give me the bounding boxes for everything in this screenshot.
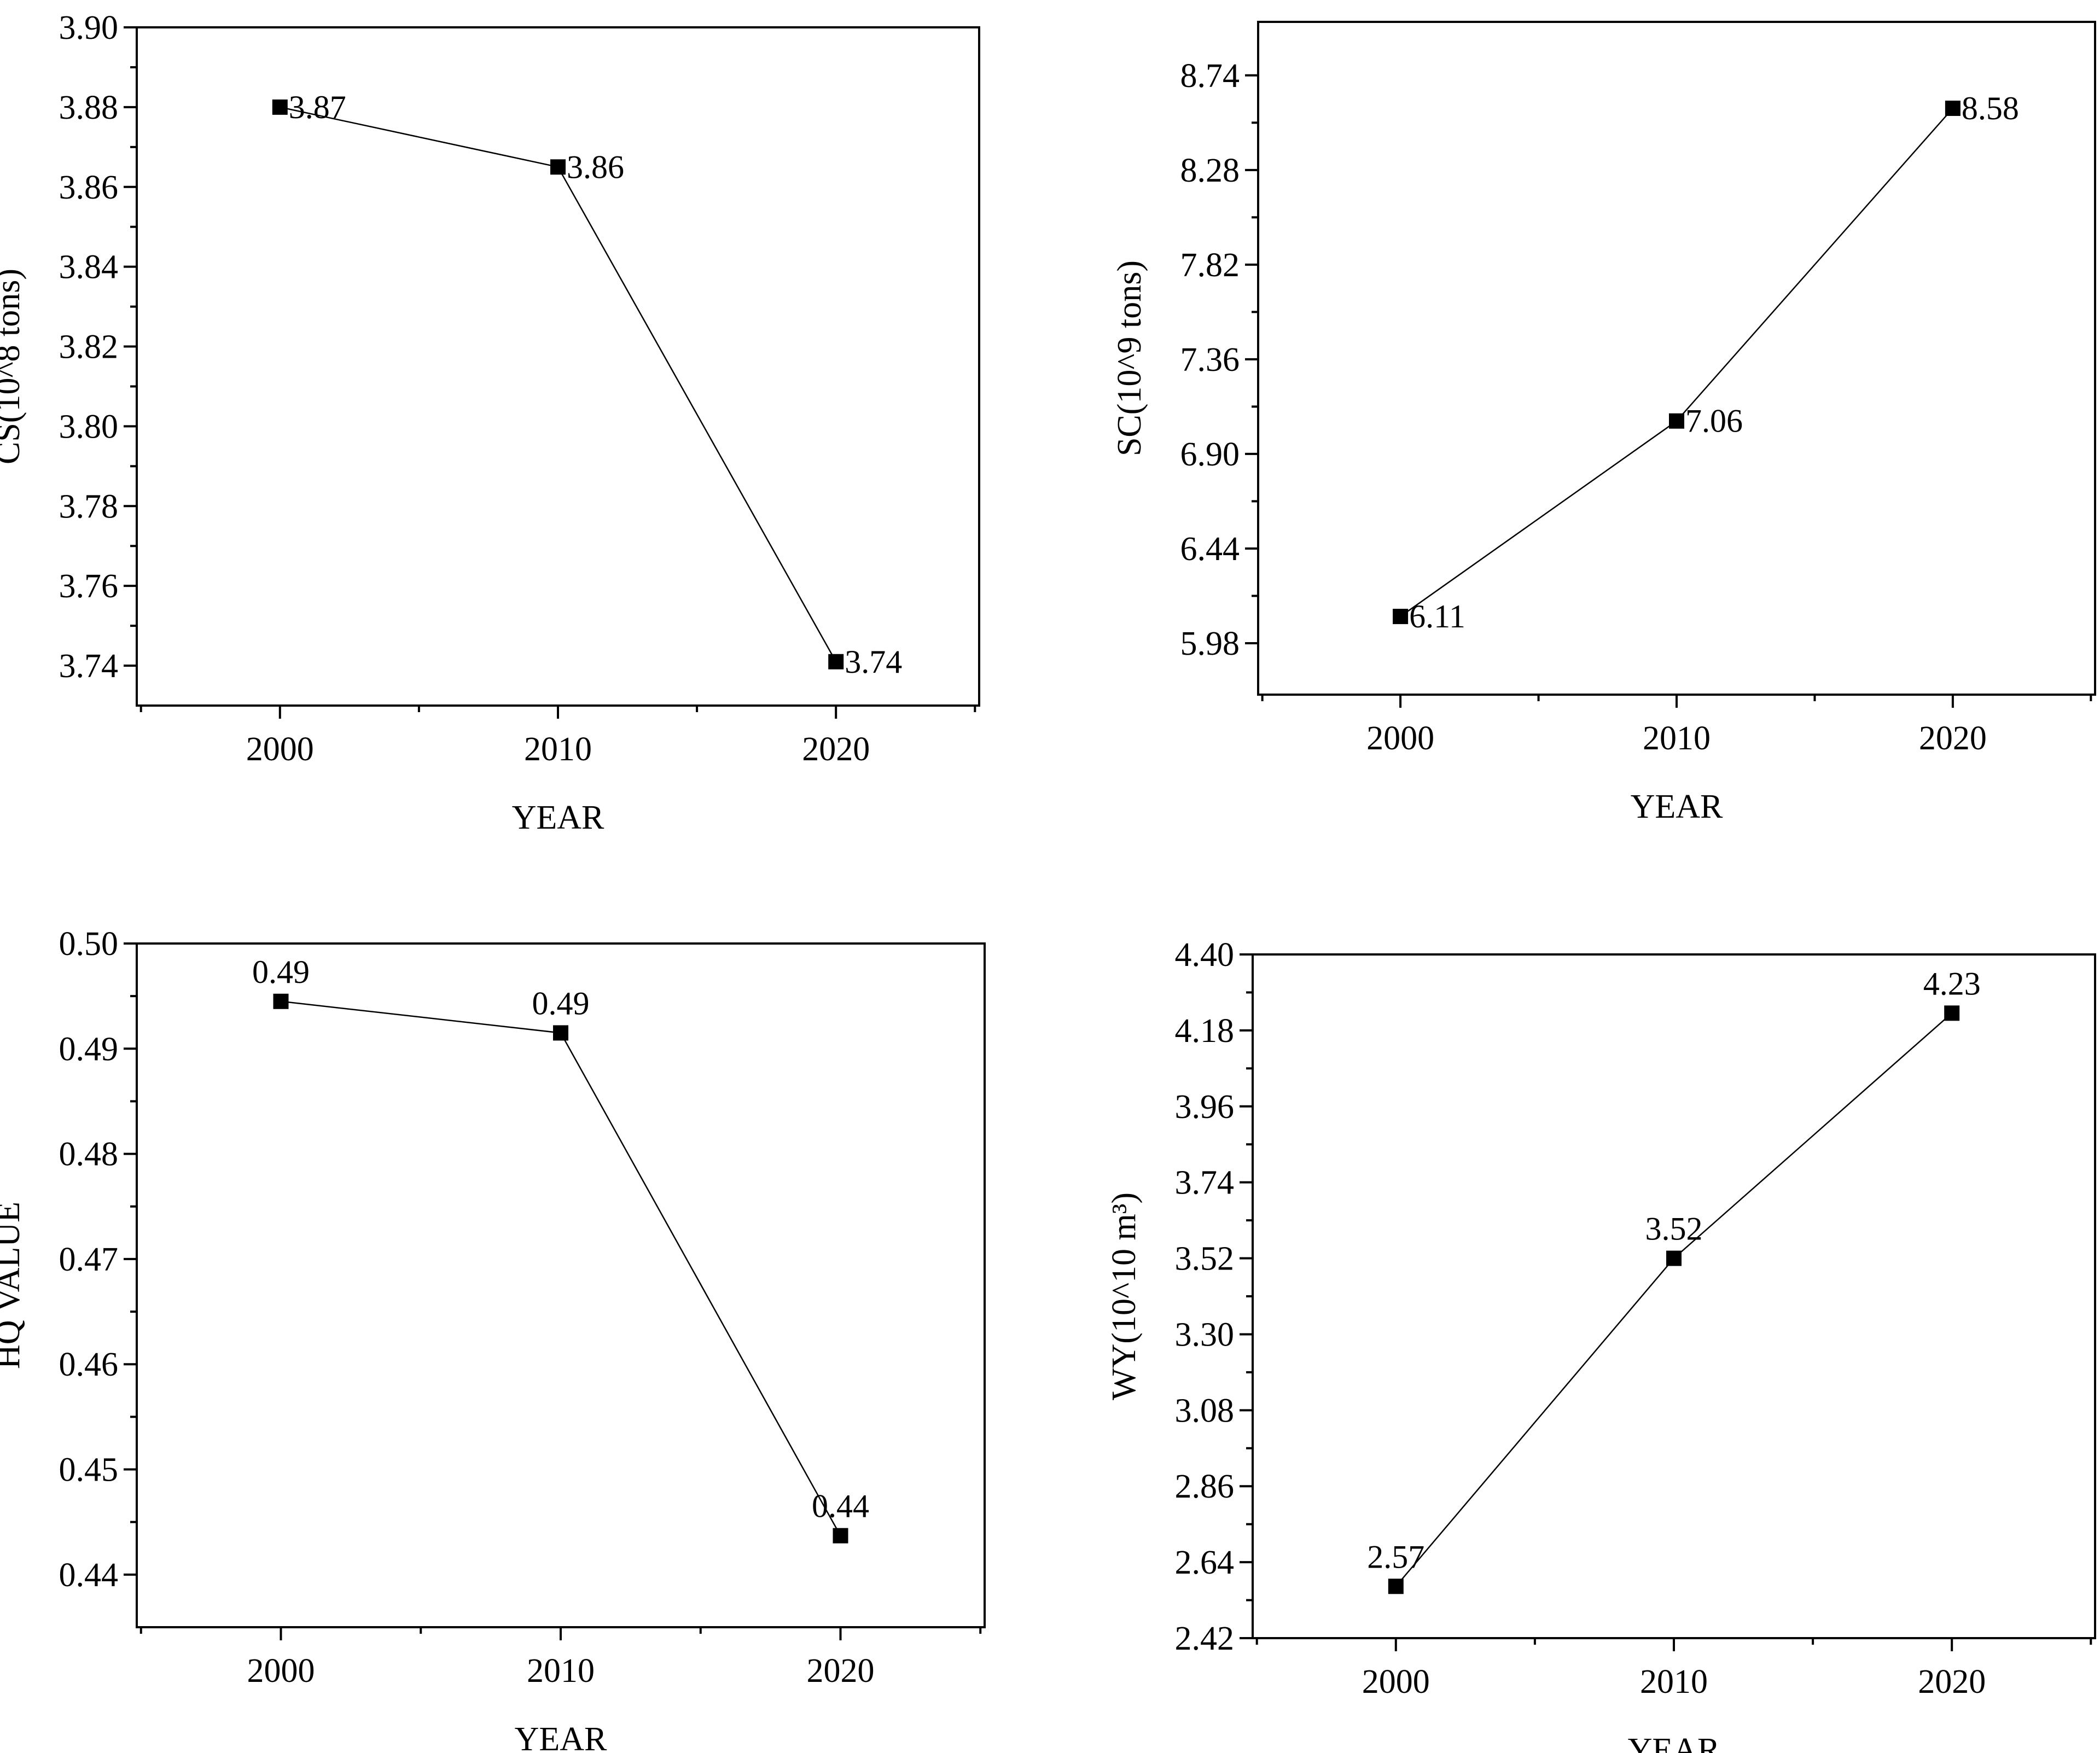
x-axis-title: YEAR xyxy=(1631,788,1723,825)
data-point-marker xyxy=(273,993,289,1009)
y-tick-label: 3.84 xyxy=(59,249,119,286)
y-tick-label: 7.36 xyxy=(1180,341,1240,378)
y-tick-label: 4.18 xyxy=(1175,1012,1235,1050)
plot-frame xyxy=(136,942,986,1628)
y-tick-label: 3.30 xyxy=(1175,1316,1235,1353)
data-point-marker xyxy=(1944,1005,1960,1021)
x-tick-label: 2010 xyxy=(1643,720,1711,757)
y-tick-label: 6.44 xyxy=(1180,531,1240,568)
x-tick-label: 2000 xyxy=(1366,720,1434,757)
y-axis-title: SC(10^9 tons) xyxy=(1111,260,1148,456)
x-tick-label: 2020 xyxy=(1919,720,1987,757)
y-tick-label: 3.96 xyxy=(1175,1088,1235,1126)
y-tick-label: 0.48 xyxy=(59,1136,119,1173)
data-point-marker xyxy=(1393,609,1409,625)
y-axis-title: CS(10^8 tons) xyxy=(0,269,27,464)
data-label: 2.57 xyxy=(1367,1539,1424,1575)
x-tick-label: 2020 xyxy=(807,1652,875,1690)
chart-panel-4: 4.40 4.18 3.96 3.74 3.52 3.30 3.08 2.86 2.64 2.42… xyxy=(1106,936,2096,1753)
data-point-marker xyxy=(1669,413,1684,429)
chart-panel-2: 8.74 8.28 7.82 7.36 6.90 6.44 5.98 2000 2010 2020… xyxy=(1111,21,2096,825)
y-tick-label: 3.90 xyxy=(59,9,119,46)
data-label: 6.11 xyxy=(1409,598,1465,634)
data-point-marker xyxy=(1945,100,1961,116)
data-label: 7.06 xyxy=(1685,403,1743,439)
y-tick-label: 5.98 xyxy=(1180,625,1240,662)
y-tick-label: 8.74 xyxy=(1180,57,1240,95)
x-tick-label: 2020 xyxy=(802,731,870,768)
data-point-marker xyxy=(1666,1250,1682,1266)
y-tick-label: 4.40 xyxy=(1175,936,1235,974)
data-label: 0.49 xyxy=(252,954,310,990)
data-point-marker xyxy=(553,1025,568,1041)
y-axis-title: WY(10^10 m³) xyxy=(1106,1192,1143,1400)
x-axis-title: YEAR xyxy=(515,1721,607,1753)
data-label: 4.23 xyxy=(1923,965,1981,1001)
y-tick-label: 7.82 xyxy=(1180,247,1240,284)
y-tick-label: 0.49 xyxy=(59,1030,119,1068)
y-tick-label: 6.90 xyxy=(1180,436,1240,473)
plot-frame xyxy=(136,26,980,707)
y-tick-label: 0.46 xyxy=(59,1346,119,1383)
data-point-marker xyxy=(550,159,566,175)
x-tick-label: 2000 xyxy=(246,731,314,768)
y-tick-label: 0.47 xyxy=(59,1241,119,1278)
data-label: 3.86 xyxy=(567,149,624,185)
data-point-marker xyxy=(1388,1579,1404,1594)
data-point-marker xyxy=(833,1528,848,1544)
y-tick-label: 8.28 xyxy=(1180,152,1240,189)
y-tick-label: 3.78 xyxy=(59,488,119,525)
x-tick-label: 2010 xyxy=(527,1652,595,1690)
x-tick-label: 2000 xyxy=(1362,1663,1430,1700)
x-tick-label: 2000 xyxy=(247,1652,315,1690)
data-point-marker xyxy=(828,654,844,669)
x-tick-label: 2010 xyxy=(524,731,592,768)
y-tick-label: 3.52 xyxy=(1175,1241,1235,1278)
data-label: 8.58 xyxy=(1962,90,2019,126)
chart-panel-3: 0.50 0.49 0.48 0.47 0.46 0.45 0.44 2000 2010 2020… xyxy=(0,925,986,1753)
y-tick-label: 3.74 xyxy=(1175,1164,1235,1202)
data-label: 3.52 xyxy=(1645,1211,1703,1247)
data-label: 0.49 xyxy=(532,985,590,1021)
y-tick-label: 2.42 xyxy=(1175,1620,1235,1657)
series-line xyxy=(1400,108,1953,618)
y-tick-label: 0.45 xyxy=(59,1452,119,1489)
data-point-marker xyxy=(272,99,288,115)
y-tick-label: 0.44 xyxy=(59,1557,119,1594)
y-tick-label: 2.64 xyxy=(1175,1544,1235,1581)
x-axis-title: YEAR xyxy=(1628,1732,1720,1753)
y-tick-label: 3.74 xyxy=(59,648,119,685)
y-tick-label: 3.76 xyxy=(59,568,119,605)
y-tick-label: 3.86 xyxy=(59,169,119,206)
x-tick-label: 2010 xyxy=(1640,1663,1708,1700)
y-tick-label: 3.80 xyxy=(59,408,119,445)
plot-frame xyxy=(1252,953,2096,1639)
series-line xyxy=(1395,1012,1953,1587)
series-line xyxy=(281,1000,841,1536)
y-tick-label: 3.88 xyxy=(59,89,119,126)
y-tick-label: 2.86 xyxy=(1175,1468,1235,1505)
y-tick-label: 3.08 xyxy=(1175,1392,1235,1429)
x-tick-label: 2020 xyxy=(1918,1663,1986,1700)
series-line xyxy=(280,106,837,662)
chart-panel-1: 3.90 3.88 3.86 3.84 3.82 3.80 3.78 3.76 3.74 2000… xyxy=(0,9,980,836)
data-label: 3.87 xyxy=(289,89,346,125)
y-tick-label: 3.82 xyxy=(59,329,119,366)
y-tick-label: 0.50 xyxy=(59,925,119,963)
data-label: 3.74 xyxy=(845,644,902,680)
x-axis-title: YEAR xyxy=(512,799,604,836)
data-label: 0.44 xyxy=(812,1488,869,1524)
y-axis-title: HQ VALUE xyxy=(0,1202,27,1369)
